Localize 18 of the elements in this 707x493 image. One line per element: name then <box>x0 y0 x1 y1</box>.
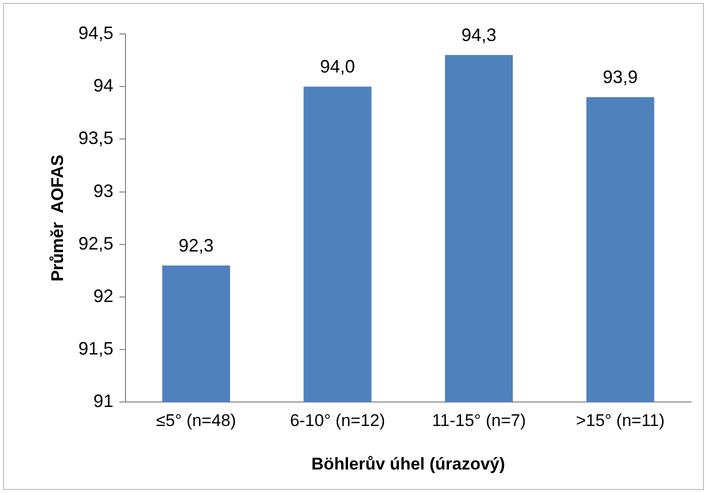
y-tick-label: 92 <box>93 286 114 306</box>
y-tick-label: 92,5 <box>78 233 114 254</box>
data-label: 93,9 <box>602 67 638 88</box>
y-tick-label: 93 <box>93 180 114 201</box>
x-tick-label: >15° (n=11) <box>576 411 665 430</box>
x-tick-label: 6-10° (n=12) <box>290 411 386 430</box>
y-tick-label: 91 <box>93 391 114 412</box>
x-tick-label: ≤5° (n=48) <box>156 411 236 430</box>
x-tick-label: 11-15° (n=7) <box>432 411 526 430</box>
x-axis-title: Böhlerův úhel (úrazový) <box>311 454 506 474</box>
data-label: 94,3 <box>461 25 496 46</box>
y-tick-label: 94 <box>93 76 114 96</box>
y-tick-label: 93,5 <box>78 128 114 148</box>
y-tick-label: 94,5 <box>78 22 114 43</box>
data-label: 94,0 <box>320 56 356 77</box>
y-tick-label: 91,5 <box>78 338 114 359</box>
data-label: 92,3 <box>178 235 214 256</box>
y-axis-title: Průměr AOFAS <box>48 154 67 282</box>
